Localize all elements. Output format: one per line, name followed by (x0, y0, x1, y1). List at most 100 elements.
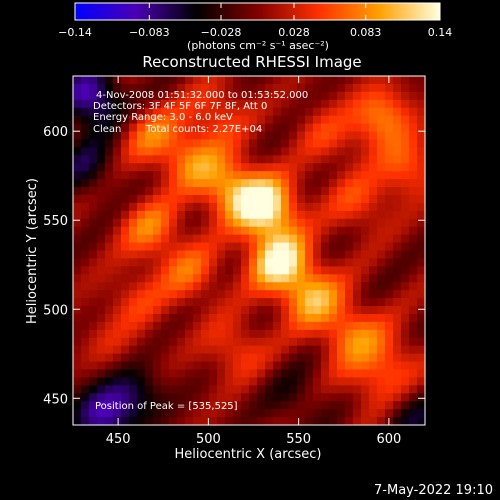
heatmap-cell (113, 163, 122, 172)
heatmap-cell (393, 234, 402, 244)
heatmap-cell (321, 290, 330, 299)
heatmap-cell (193, 377, 202, 386)
heatmap-cell (201, 210, 210, 220)
heatmap-cell (345, 258, 354, 267)
heatmap-cell (129, 242, 138, 252)
heatmap-cell (193, 329, 202, 339)
heatmap-cell (281, 242, 290, 252)
heatmap-cell (233, 401, 242, 410)
heatmap-cell (185, 107, 194, 117)
annotation-energy-range: Energy Range: 3.0 - 6.0 keV (93, 112, 233, 123)
heatmap-cell (329, 250, 338, 260)
heatmap-cell (121, 401, 130, 410)
heatmap-cell (329, 226, 338, 236)
heatmap-cell (217, 155, 226, 164)
heatmap-cell (209, 337, 218, 347)
heatmap-cell (249, 306, 258, 315)
heatmap-cell (121, 337, 130, 347)
heatmap-cell (89, 369, 98, 379)
heatmap-cell (305, 155, 314, 164)
heatmap-cell (417, 210, 426, 220)
heatmap-cell (297, 115, 306, 125)
heatmap-cell (193, 147, 202, 156)
heatmap-cell (249, 409, 258, 418)
heatmap-cell (201, 337, 210, 347)
heatmap-cell (265, 187, 274, 196)
heatmap-cell (313, 290, 322, 299)
heatmap-cell (393, 99, 402, 109)
heatmap-cell (273, 194, 282, 204)
heatmap-cell (313, 258, 322, 267)
heatmap-cell (345, 179, 354, 188)
heatmap-cell (369, 250, 378, 260)
heatmap-cell (361, 171, 370, 180)
heatmap-cell (337, 202, 346, 212)
heatmap-cell (169, 298, 178, 307)
heatmap-cell (409, 321, 418, 331)
heatmap-cell (137, 337, 146, 347)
y-tick-label: 450 (43, 392, 68, 407)
heatmap-cell (161, 409, 170, 418)
heatmap-cell (137, 218, 146, 228)
heatmap-cell (105, 282, 114, 291)
heatmap-cell (225, 313, 234, 323)
heatmap-cell (81, 242, 90, 252)
heatmap-cell (281, 210, 290, 220)
heatmap-cell (329, 258, 338, 267)
heatmap-cell (225, 250, 234, 260)
heatmap-cell (353, 401, 362, 410)
heatmap-cell (297, 226, 306, 236)
heatmap-cell (345, 234, 354, 244)
heatmap-cell (313, 187, 322, 196)
heatmap-cell (345, 187, 354, 196)
heatmap-cell (257, 417, 266, 426)
heatmap-cell (329, 202, 338, 212)
heatmap-cell (113, 274, 122, 283)
heatmap-cell (145, 417, 154, 426)
heatmap-cell (289, 282, 298, 291)
heatmap-cell (409, 76, 418, 85)
heatmap-cell (337, 179, 346, 188)
heatmap-cell (169, 139, 178, 148)
heatmap-cell (241, 290, 250, 299)
heatmap-cell (201, 353, 210, 363)
heatmap-cell (161, 218, 170, 228)
heatmap-cell (401, 266, 410, 275)
heatmap-cell (313, 210, 322, 220)
heatmap-cell (113, 131, 122, 141)
heatmap-cell (321, 171, 330, 180)
heatmap-cell (73, 369, 82, 379)
heatmap-cell (369, 99, 378, 109)
heatmap-cell (217, 401, 226, 410)
heatmap-cell (233, 139, 242, 148)
heatmap-cell (345, 409, 354, 418)
heatmap-cell (201, 361, 210, 371)
heatmap-cell (385, 345, 394, 355)
heatmap-cell (377, 266, 386, 275)
heatmap-cell (353, 321, 362, 331)
heatmap-cell (417, 306, 426, 315)
heatmap-cell (385, 274, 394, 283)
heatmap-cell (345, 163, 354, 172)
heatmap-cell (321, 417, 330, 426)
heatmap-cell (393, 258, 402, 267)
heatmap-cell (273, 409, 282, 418)
heatmap-cell (401, 99, 410, 109)
heatmap-cell (353, 171, 362, 180)
heatmap-cell (177, 210, 186, 220)
heatmap-cell (297, 187, 306, 196)
heatmap-cell (361, 353, 370, 363)
heatmap-cell (169, 99, 178, 109)
heatmap-cell (225, 91, 234, 101)
heatmap-cell (73, 234, 82, 244)
heatmap-cell (137, 385, 146, 394)
heatmap-cell (193, 409, 202, 418)
heatmap-cell (193, 179, 202, 188)
heatmap-cell (217, 290, 226, 299)
heatmap-cell (169, 266, 178, 275)
heatmap-cell (81, 210, 90, 220)
heatmap-cell (249, 194, 258, 204)
heatmap-cell (313, 163, 322, 172)
heatmap-cell (153, 417, 162, 426)
heatmap-cell (153, 83, 162, 93)
